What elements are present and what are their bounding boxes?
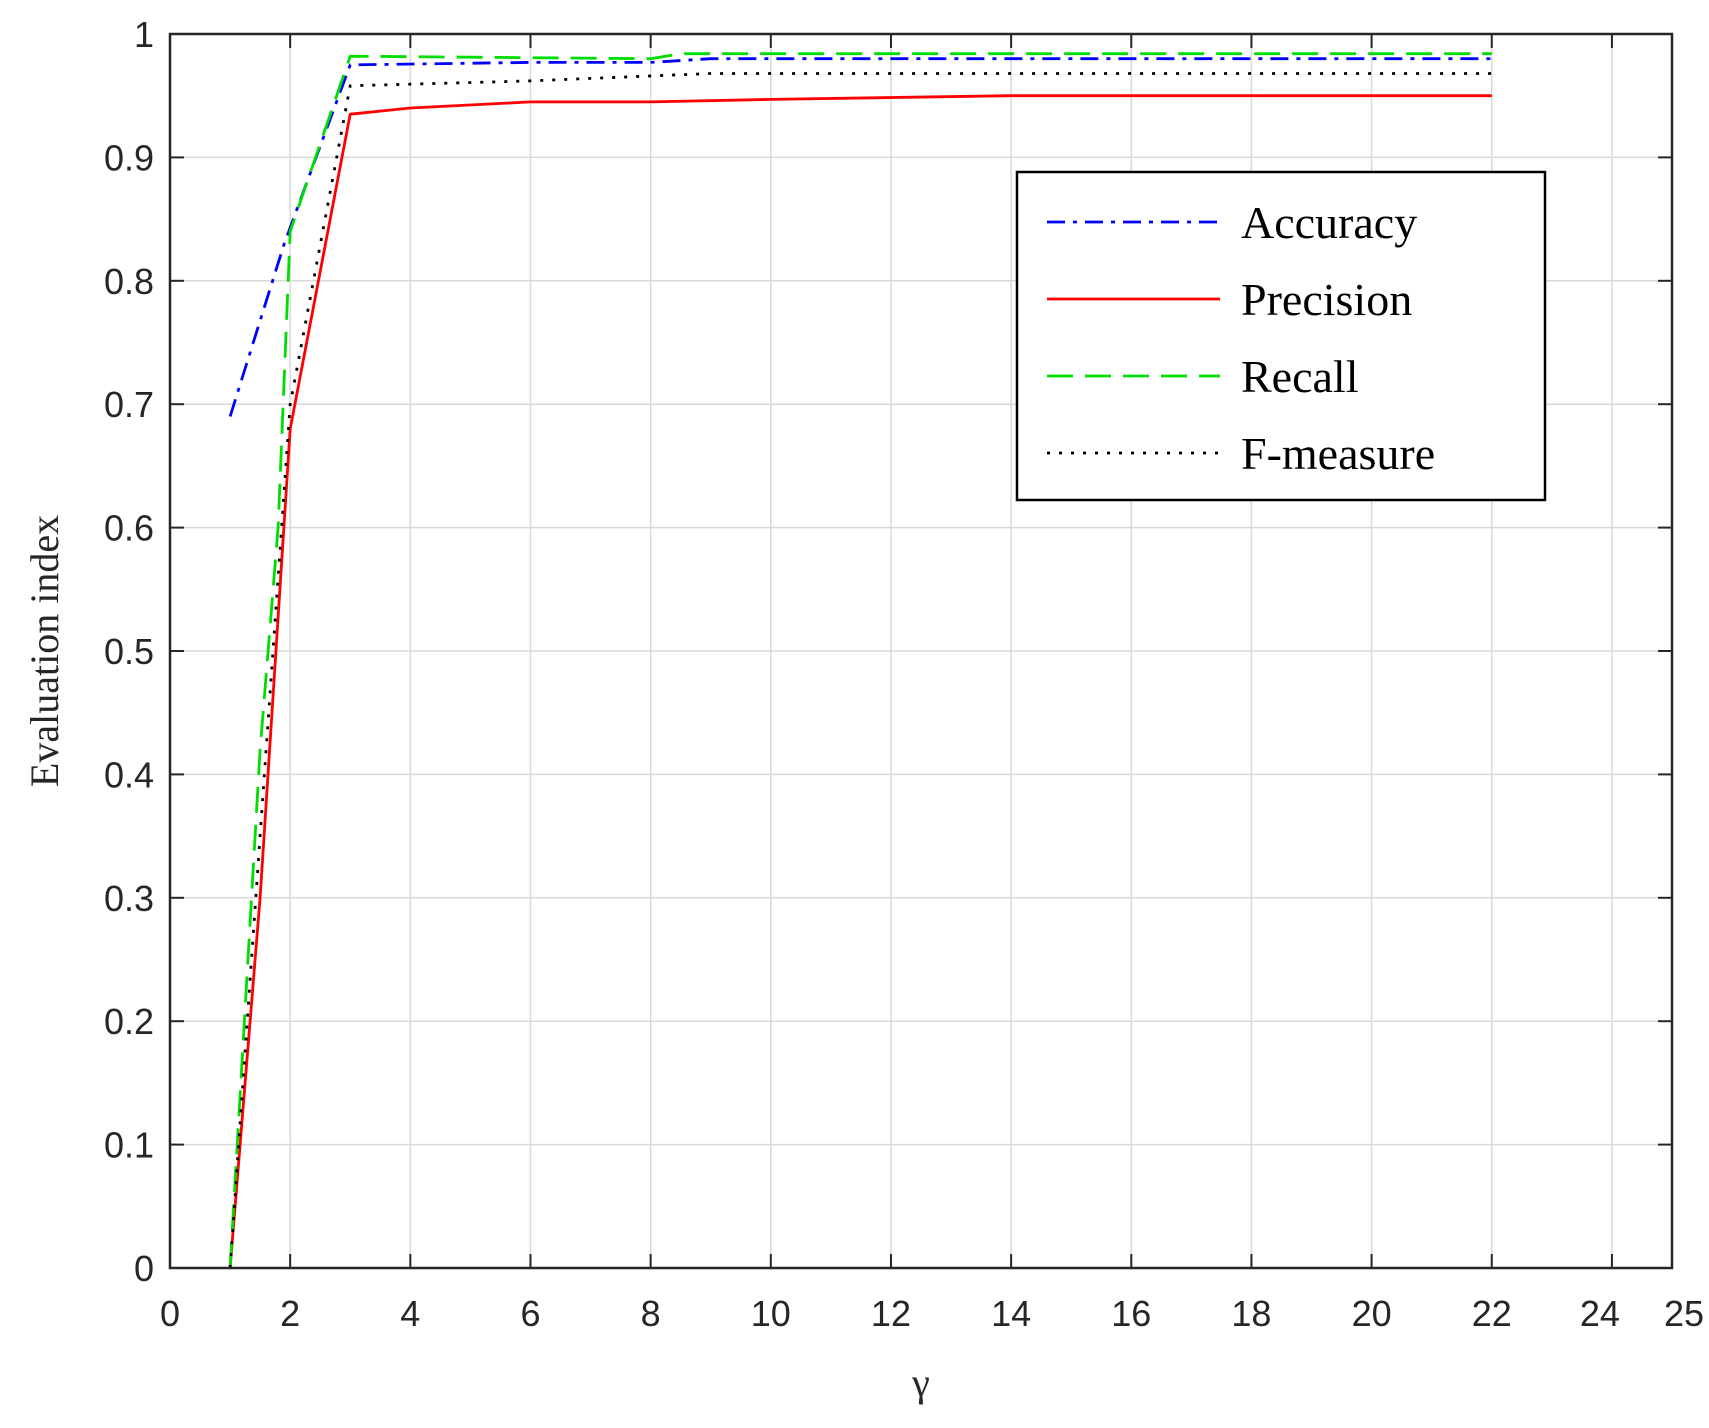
y-tick-label: 0.3	[104, 878, 154, 919]
x-tick-label: 14	[991, 1293, 1031, 1334]
y-tick-label: 0.2	[104, 1001, 154, 1042]
x-tick-label: 16	[1111, 1293, 1151, 1334]
x-tick-label: 6	[520, 1293, 540, 1334]
x-axis-label: γ	[911, 1360, 930, 1405]
legend: Accuracy Precision Recall F-measure	[1015, 170, 1547, 502]
axis-ticks: 0 2 4 6 8 10 12 14 16 18 20 22 24 2500.10.20.30.40.50…	[104, 14, 1704, 1334]
series-lines	[228, 52, 1492, 1269]
y-tick-label: 1	[134, 14, 154, 55]
series-line-accuracy	[228, 57, 1492, 417]
legend-label: Recall	[1241, 351, 1359, 402]
x-tick-label: 2	[280, 1293, 300, 1334]
y-tick-label: 0.5	[104, 631, 154, 672]
y-tick-label: 0.9	[104, 137, 154, 178]
x-tick-label: 25	[1664, 1293, 1704, 1334]
legend-box	[1015, 170, 1547, 502]
legend-label: Accuracy	[1241, 197, 1417, 248]
x-tick-label: 20	[1352, 1293, 1392, 1334]
x-tick-label: 4	[400, 1293, 420, 1334]
series-line-f-measure	[228, 72, 1492, 1269]
x-tick-label: 18	[1231, 1293, 1271, 1334]
legend-label: Precision	[1241, 274, 1412, 325]
x-tick-label: 22	[1472, 1293, 1512, 1334]
y-tick-label: 0.7	[104, 384, 154, 425]
y-tick-label: 0.6	[104, 508, 154, 549]
y-tick-label: 0	[134, 1248, 154, 1289]
y-tick-label: 0.4	[104, 754, 154, 795]
legend-label: F-measure	[1241, 428, 1435, 479]
x-tick-label: 0	[160, 1293, 180, 1334]
series-line-recall	[228, 52, 1492, 1269]
y-tick-label: 0.1	[104, 1125, 154, 1166]
x-tick-label: 8	[641, 1293, 661, 1334]
x-tick-label: 24	[1580, 1293, 1620, 1334]
series-line-precision	[228, 94, 1492, 1269]
y-tick-label: 0.8	[104, 261, 154, 302]
x-tick-label: 12	[871, 1293, 911, 1334]
x-tick-label: 10	[751, 1293, 791, 1334]
y-axis-label: Evaluation index	[22, 515, 67, 787]
